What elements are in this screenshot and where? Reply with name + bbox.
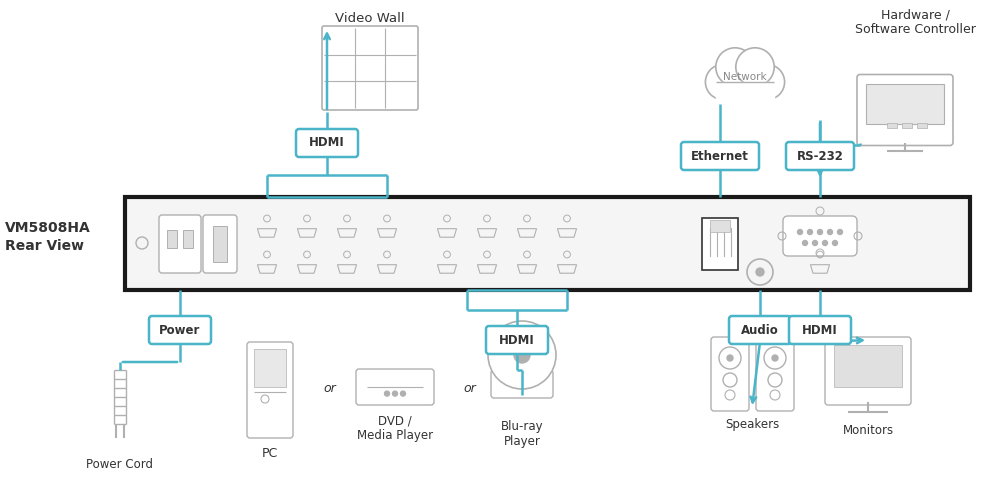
Circle shape — [822, 241, 828, 245]
Text: HDMI: HDMI — [802, 323, 838, 336]
Text: Speakers: Speakers — [725, 418, 779, 431]
FancyBboxPatch shape — [756, 337, 794, 411]
Text: or: or — [324, 381, 336, 394]
FancyBboxPatch shape — [789, 316, 851, 344]
Circle shape — [832, 241, 838, 245]
FancyBboxPatch shape — [356, 369, 434, 405]
Text: HDMI: HDMI — [499, 333, 535, 347]
FancyBboxPatch shape — [786, 142, 854, 170]
Circle shape — [384, 391, 390, 396]
Circle shape — [772, 355, 778, 361]
Text: Network: Network — [723, 72, 767, 82]
FancyBboxPatch shape — [247, 342, 293, 438]
Bar — [917, 123, 927, 128]
Bar — [866, 84, 944, 124]
FancyBboxPatch shape — [159, 215, 201, 273]
FancyBboxPatch shape — [491, 370, 553, 398]
Text: or: or — [464, 381, 476, 394]
FancyBboxPatch shape — [711, 337, 749, 411]
Circle shape — [812, 241, 818, 245]
Bar — [716, 82, 774, 103]
Text: VM5808HA
Rear View: VM5808HA Rear View — [5, 221, 91, 253]
Text: Power Cord: Power Cord — [87, 458, 154, 471]
Circle shape — [756, 268, 764, 276]
FancyBboxPatch shape — [125, 197, 970, 290]
Circle shape — [838, 229, 842, 235]
Text: RS-232: RS-232 — [797, 150, 843, 163]
Circle shape — [828, 229, 832, 235]
FancyBboxPatch shape — [149, 316, 211, 344]
Text: Ethernet: Ethernet — [691, 150, 749, 163]
Bar — [887, 123, 897, 128]
FancyBboxPatch shape — [857, 75, 953, 146]
FancyBboxPatch shape — [702, 218, 738, 270]
FancyBboxPatch shape — [729, 316, 791, 344]
Text: HDMI: HDMI — [309, 136, 345, 150]
Bar — [254, 349, 286, 387]
Circle shape — [400, 391, 406, 396]
Circle shape — [808, 229, 812, 235]
FancyBboxPatch shape — [322, 26, 418, 110]
FancyBboxPatch shape — [681, 142, 759, 170]
FancyBboxPatch shape — [783, 216, 857, 256]
Bar — [902, 123, 912, 128]
Text: Power: Power — [159, 323, 201, 336]
Text: Audio: Audio — [741, 323, 779, 336]
Circle shape — [798, 229, 802, 235]
FancyBboxPatch shape — [825, 337, 911, 405]
Bar — [710, 220, 730, 232]
Text: DVD /
Media Player: DVD / Media Player — [357, 414, 433, 442]
Bar — [213, 226, 227, 262]
Circle shape — [736, 48, 774, 86]
Circle shape — [488, 321, 556, 389]
Circle shape — [749, 64, 785, 100]
Circle shape — [392, 391, 398, 396]
Bar — [834, 345, 902, 387]
Text: Hardware /
Software Controller: Hardware / Software Controller — [855, 8, 975, 36]
Text: Blu-ray
Player: Blu-ray Player — [501, 420, 543, 448]
Text: Video Wall: Video Wall — [335, 12, 405, 25]
Text: Monitors: Monitors — [842, 424, 894, 437]
Bar — [183, 230, 193, 248]
Circle shape — [514, 347, 530, 363]
FancyBboxPatch shape — [296, 129, 358, 157]
Circle shape — [727, 355, 733, 361]
Circle shape — [705, 64, 741, 100]
Circle shape — [716, 48, 754, 86]
Text: PC: PC — [262, 447, 278, 460]
Circle shape — [818, 229, 822, 235]
FancyBboxPatch shape — [203, 215, 237, 273]
Circle shape — [802, 241, 808, 245]
FancyBboxPatch shape — [486, 326, 548, 354]
Circle shape — [721, 53, 769, 101]
Bar — [167, 230, 177, 248]
